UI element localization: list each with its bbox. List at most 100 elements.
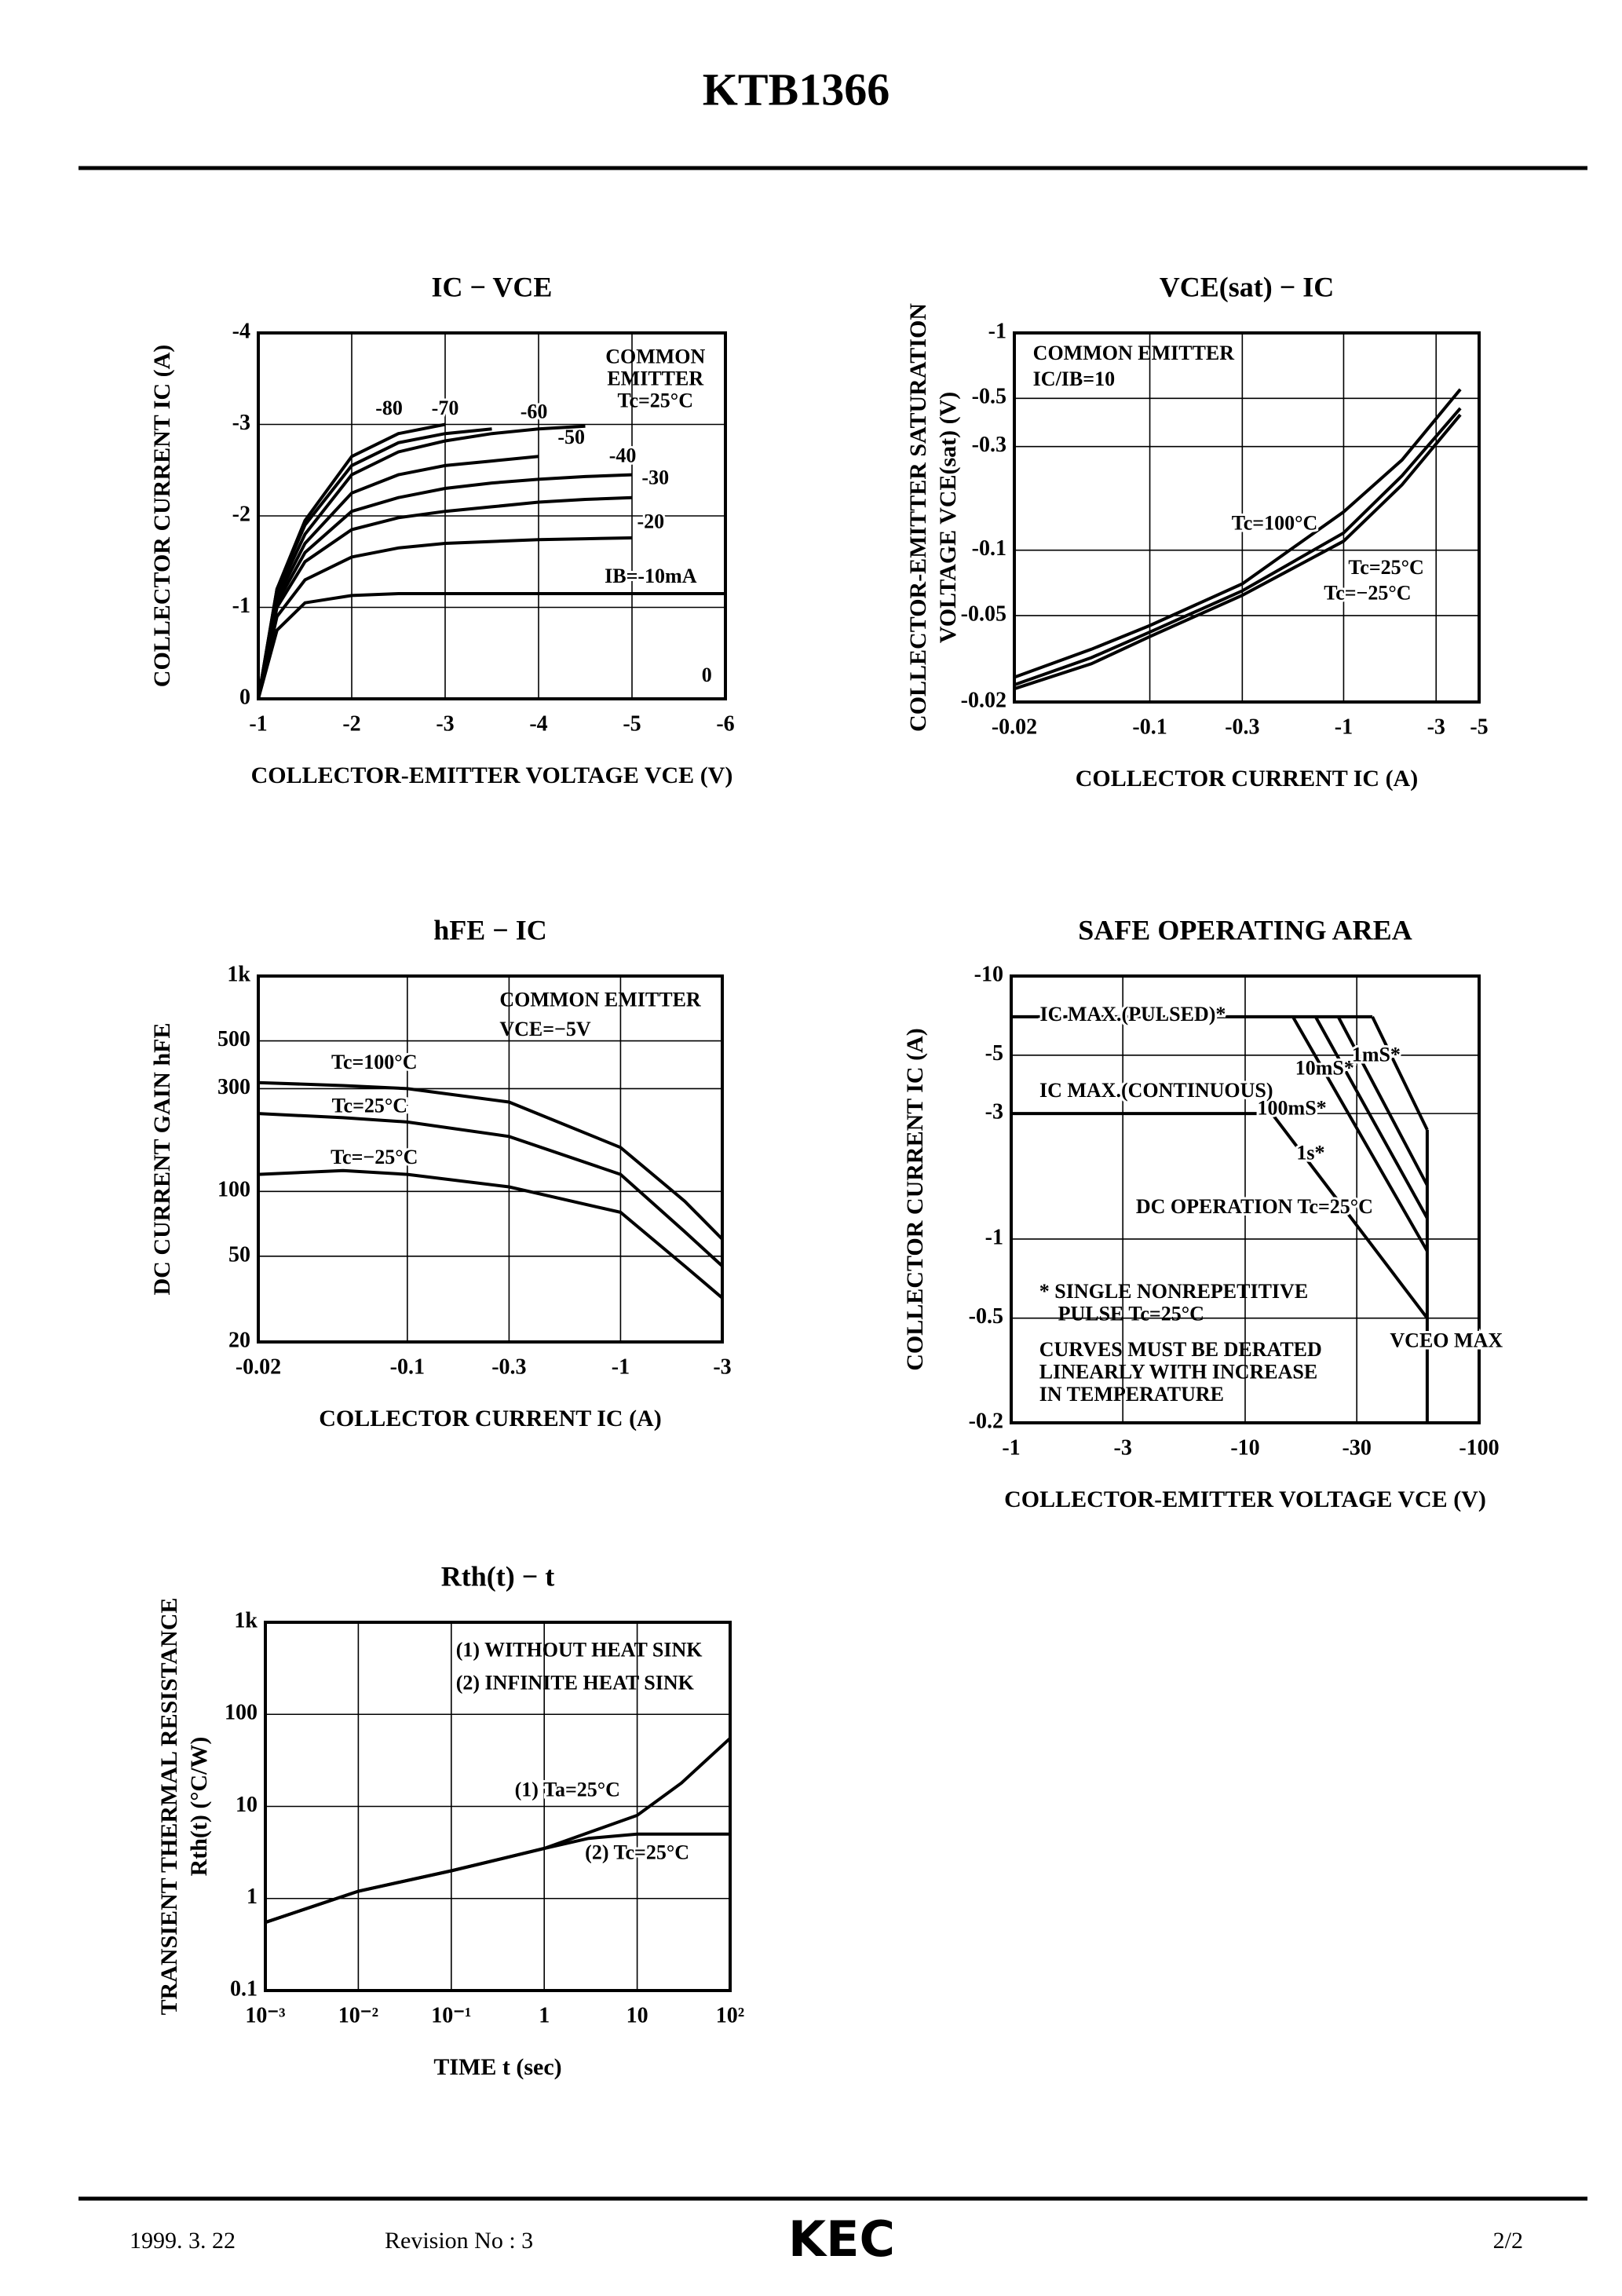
x-tick-label: 10⁻² xyxy=(338,2003,378,2027)
x-tick-label: -0.3 xyxy=(491,1355,526,1379)
y-tick-label: -1 xyxy=(988,319,1006,343)
curve xyxy=(257,473,633,700)
x-tick-label: -3 xyxy=(713,1355,731,1379)
x-tick-label: 10⁻³ xyxy=(245,2003,285,2027)
x-tick-label: -30 xyxy=(1343,1435,1372,1460)
curve xyxy=(257,422,446,700)
plot-frame xyxy=(1010,974,1481,1424)
curve xyxy=(1014,413,1462,691)
annotation: IN TEMPERATURE xyxy=(1039,1383,1224,1406)
curve xyxy=(1336,1015,1429,1186)
curve xyxy=(1371,1016,1429,1131)
curve-label: Tc=100°C xyxy=(331,1051,417,1073)
y-tick-label: -10 xyxy=(974,962,1003,986)
annotation: * SINGLE NONREPETITIVE xyxy=(1039,1280,1308,1303)
curve-label: IC MAX.(PULSED)* xyxy=(1040,1003,1226,1026)
curve-label: VCEO MAX xyxy=(1390,1329,1503,1352)
y-tick-label: -0.05 xyxy=(961,601,1006,626)
footer-revision: Revision No : 3 xyxy=(385,2228,533,2254)
curve xyxy=(1313,1015,1429,1219)
x-tick-label: -6 xyxy=(716,711,734,736)
y-tick-label: -3 xyxy=(985,1100,1003,1124)
x-axis-label: COLLECTOR CURRENT IC (A) xyxy=(319,1406,661,1431)
x-tick-label: -1 xyxy=(249,711,267,736)
x-tick-label: 10⁻¹ xyxy=(431,2003,471,2027)
y-tick-label: -0.5 xyxy=(969,1304,1003,1329)
y-tick-label: 500 xyxy=(217,1027,250,1051)
curve-label: Tc=100°C xyxy=(1232,511,1317,534)
plot-frame xyxy=(1013,331,1481,704)
chart-title: VCE(sat) − IC xyxy=(1160,271,1335,302)
annotation: COMMON EMITTER xyxy=(1033,342,1235,364)
annotation: COMMON xyxy=(605,345,705,368)
chart-title: IC − VCE xyxy=(432,271,553,302)
x-tick-label: -1 xyxy=(1335,715,1353,739)
x-tick-label: -10 xyxy=(1230,1435,1259,1460)
curve xyxy=(258,1112,724,1267)
x-tick-label: -3 xyxy=(1114,1435,1132,1460)
x-tick-label: 10² xyxy=(716,2003,744,2027)
y-tick-label: 300 xyxy=(217,1075,250,1099)
x-axis-label: COLLECTOR-EMITTER VOLTAGE VCE (V) xyxy=(251,762,733,788)
curve-label: Tc=25°C xyxy=(1348,556,1423,579)
y-axis-label: COLLECTOR CURRENT IC (A) xyxy=(902,1028,928,1370)
x-tick-label: -0.1 xyxy=(390,1355,425,1379)
x-tick-label: -0.3 xyxy=(1225,715,1259,739)
curve xyxy=(257,536,633,700)
curve-label: (1) Ta=25°C xyxy=(515,1779,620,1801)
plot-frame xyxy=(264,1621,732,1992)
curve xyxy=(257,495,633,700)
x-tick-label: -3 xyxy=(436,711,454,736)
curve-label: Tc=−25°C xyxy=(1324,582,1411,605)
y-tick-label: 100 xyxy=(217,1178,250,1202)
x-tick-label: -0.02 xyxy=(992,715,1037,739)
y-axis-label: Rth(t) (°C/W) xyxy=(186,1737,212,1877)
curve-label: 1s* xyxy=(1296,1142,1324,1164)
y-tick-label: 20 xyxy=(228,1328,250,1352)
y-tick-label: 50 xyxy=(228,1242,250,1267)
y-tick-label: -0.1 xyxy=(972,536,1006,561)
curve xyxy=(258,1080,724,1241)
x-tick-label: -2 xyxy=(342,711,360,736)
y-tick-label: 10 xyxy=(236,1793,258,1817)
y-axis-label: COLLECTOR CURRENT IC (A) xyxy=(149,345,175,687)
annotation: VCE=−5V xyxy=(499,1018,591,1040)
chart-title: SAFE OPERATING AREA xyxy=(1078,914,1412,945)
y-tick-label: -0.3 xyxy=(972,433,1006,457)
curve xyxy=(257,592,725,700)
x-tick-label: -0.1 xyxy=(1132,715,1167,739)
y-tick-label: -2 xyxy=(232,502,250,526)
x-axis-label: COLLECTOR-EMITTER VOLTAGE VCE (V) xyxy=(1004,1486,1486,1512)
curve-label: -30 xyxy=(641,466,669,488)
x-tick-label: -5 xyxy=(1470,715,1488,739)
curve-label: 100mS* xyxy=(1258,1097,1327,1120)
x-tick-label: -100 xyxy=(1459,1435,1499,1460)
curve xyxy=(258,1168,724,1300)
curve xyxy=(257,455,539,700)
y-tick-label: -4 xyxy=(232,319,250,343)
annotation: IC/IB=10 xyxy=(1033,367,1115,390)
chart-title: Rth(t) − t xyxy=(441,1560,554,1592)
y-tick-label: 1k xyxy=(234,1608,258,1632)
y-axis-label: TRANSIENT THERMAL RESISTANCE xyxy=(156,1598,182,2016)
footer-page: 2/2 xyxy=(1493,2228,1523,2254)
curve xyxy=(265,1832,730,1925)
y-tick-label: 0 xyxy=(239,685,250,709)
y-tick-label: 1 xyxy=(247,1885,258,1909)
curve-label: -20 xyxy=(637,510,664,532)
curve xyxy=(1014,407,1462,686)
x-tick-label: -1 xyxy=(612,1355,630,1379)
annotation: EMITTER xyxy=(607,367,703,390)
x-axis-label: COLLECTOR CURRENT IC (A) xyxy=(1076,766,1418,792)
curve-label: -60 xyxy=(521,400,548,422)
x-tick-label: -5 xyxy=(623,711,641,736)
curve-label: IB=-10mA xyxy=(605,565,697,587)
curve-label: IC MAX.(CONTINUOUS) xyxy=(1039,1079,1273,1102)
y-tick-label: -3 xyxy=(232,411,250,435)
x-axis-label: TIME t (sec) xyxy=(433,2054,561,2080)
curve-label: -70 xyxy=(432,397,459,419)
annotation: LINEARLY WITH INCREASE xyxy=(1039,1360,1317,1383)
y-tick-label: -0.02 xyxy=(961,688,1006,712)
annotation: COMMON EMITTER xyxy=(499,989,701,1011)
